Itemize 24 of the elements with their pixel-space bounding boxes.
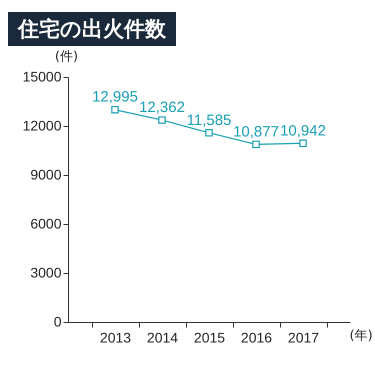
y-axis-title: (件) — [54, 50, 78, 64]
y-tick-label: 0 — [54, 314, 62, 330]
y-tick-label: 12000 — [22, 118, 62, 134]
point — [252, 140, 260, 148]
x-tick-label: 2016 — [240, 330, 272, 346]
point — [158, 116, 166, 124]
x-tick-label: 2014 — [146, 330, 178, 346]
x-tick-label: 2013 — [100, 330, 132, 346]
y-tick-label: 6000 — [30, 216, 62, 232]
chart-title: 住宅の出火件数 — [8, 12, 176, 46]
data-label: 10,877 — [233, 123, 279, 140]
data-label: 12,362 — [139, 99, 185, 116]
y-tick-label: 15000 — [22, 68, 62, 84]
x-tick-label: 2015 — [194, 330, 226, 346]
x-tick-label: 2017 — [288, 330, 320, 346]
point — [299, 140, 307, 148]
y-tick-label: 9000 — [30, 166, 62, 182]
point — [205, 129, 213, 137]
x-axis-title: (年) — [350, 328, 373, 344]
y-tick-label: 3000 — [30, 264, 62, 280]
point — [111, 106, 119, 114]
data-label: 10,942 — [280, 122, 326, 140]
data-label: 11,585 — [186, 112, 232, 129]
data-label: 12,995 — [92, 88, 138, 106]
